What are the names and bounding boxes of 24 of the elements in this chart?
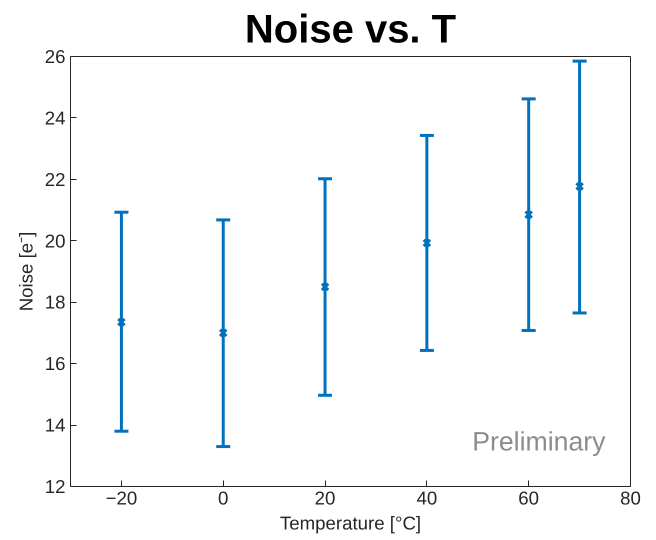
x-tick-label: 40: [416, 488, 438, 508]
point: [524, 210, 534, 220]
x-tick-label: 20: [314, 488, 336, 508]
y-tick-label: 14: [44, 414, 66, 436]
y-axis-title: Noise [e⁻]: [16, 232, 37, 312]
y-tick-label: 22: [44, 168, 66, 190]
y-tick-label: 18: [44, 292, 66, 313]
point: [320, 282, 330, 292]
point: [574, 182, 584, 192]
y-tick-label: 20: [44, 230, 66, 252]
x-tick-label: 0: [218, 488, 228, 508]
x-tick-label: 60: [518, 488, 540, 508]
x-tick-label: −20: [106, 488, 138, 508]
y-tick-label: 26: [44, 46, 66, 67]
chart-title: Noise vs. T: [244, 8, 456, 52]
annotation: Preliminary: [472, 426, 606, 456]
x-tick-label: 80: [620, 488, 641, 508]
y-tick-label: 24: [44, 107, 66, 128]
point: [422, 238, 432, 248]
point: [218, 328, 228, 338]
y-tick-label: 12: [44, 476, 66, 497]
y-tick-label: 16: [44, 353, 66, 374]
point: [116, 317, 126, 327]
x-axis-title: Temperature [°C]: [280, 512, 422, 534]
